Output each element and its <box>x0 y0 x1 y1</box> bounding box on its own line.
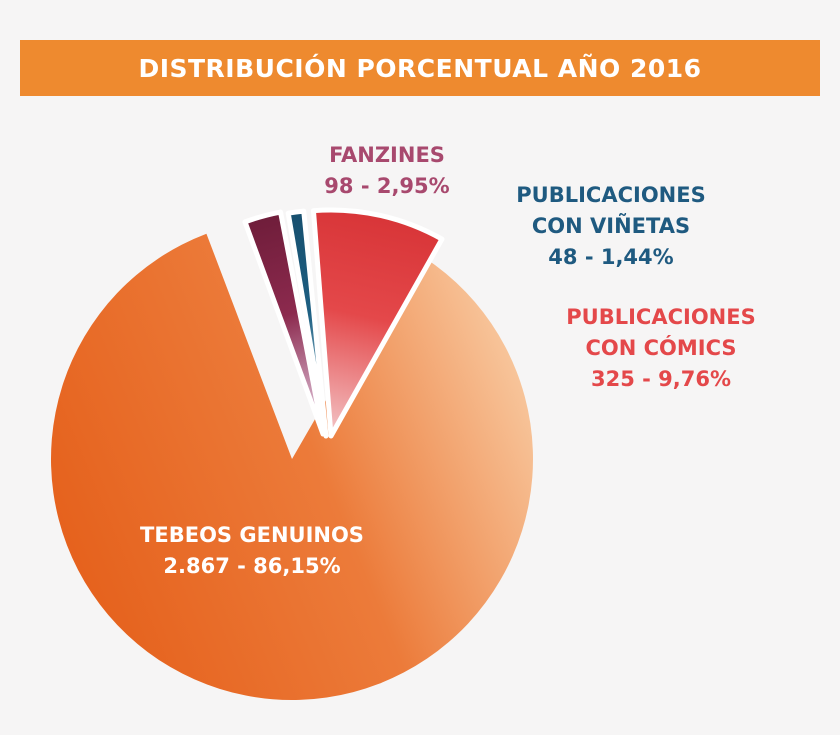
slice-name-line: CON CÓMICS <box>585 336 737 360</box>
slice-label-1: FANZINES 98 - 2,95% <box>187 140 587 202</box>
slice-name-line: TEBEOS GENUINOS <box>140 523 364 547</box>
chart-title: DISTRIBUCIÓN PORCENTUAL AÑO 2016 <box>138 53 702 83</box>
slice-name-line: FANZINES <box>329 143 445 167</box>
pie-slices <box>51 207 533 701</box>
title-bar: DISTRIBUCIÓN PORCENTUAL AÑO 2016 <box>20 40 820 96</box>
slice-label-2: PUBLICACIONES CON VIÑETAS 48 - 1,44% <box>411 180 811 273</box>
slice-name-line: PUBLICACIONES <box>516 183 706 207</box>
slice-label-0: TEBEOS GENUINOS 2.867 - 86,15% <box>52 520 452 582</box>
slice-name-line: PUBLICACIONES <box>566 305 756 329</box>
slice-value-label: 98 - 2,95% <box>324 174 450 198</box>
slice-name-line: CON VIÑETAS <box>531 214 691 238</box>
pie-slice-publicaciones-con-c-mics <box>310 207 445 439</box>
slice-value-label: 325 - 9,76% <box>590 367 732 391</box>
slice-value-label: 2.867 - 86,15% <box>163 554 341 578</box>
pie-slice-tebeos-genuinos <box>51 233 533 701</box>
pie-slice-publicaciones-con-vi-etas <box>285 208 329 439</box>
slice-label-3: PUBLICACIONES CON CÓMICS 325 - 9,76% <box>461 302 840 395</box>
pie-slice-fanzines <box>242 209 326 437</box>
slice-value-label: 48 - 1,44% <box>548 245 674 269</box>
